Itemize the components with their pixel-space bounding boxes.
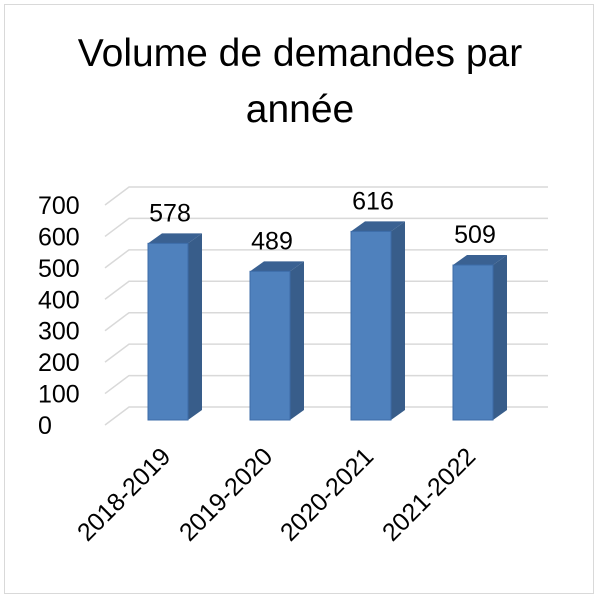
- bar-side: [493, 255, 507, 420]
- gridline: [104, 311, 548, 332]
- gridline: [104, 280, 548, 300]
- bar-top: [453, 255, 507, 266]
- data-label: 509: [454, 221, 496, 249]
- category-label: 2020-2021: [275, 442, 379, 546]
- bar: [452, 255, 507, 421]
- data-label: 578: [149, 199, 191, 227]
- y-tick-label: 700: [38, 192, 80, 220]
- bars: [147, 221, 507, 421]
- category-label: 2018-2019: [72, 442, 176, 546]
- bar-front: [249, 270, 291, 421]
- bar: [147, 233, 202, 421]
- bar-side: [391, 221, 405, 420]
- y-axis-ticks: 0 100 200 300 400 500 600 700: [38, 192, 80, 440]
- gridline: [104, 406, 548, 426]
- gridline: [104, 343, 548, 363]
- chart-title-line-1: Volume de demandes par: [77, 32, 523, 75]
- bar-top: [250, 261, 304, 272]
- bar-front: [350, 230, 392, 421]
- bar: [350, 221, 405, 421]
- category-label: 2019-2020: [174, 442, 278, 546]
- chart-frame: [4, 4, 594, 594]
- gridlines: [104, 186, 548, 426]
- gridline: [104, 374, 548, 395]
- y-tick-label: 400: [38, 286, 80, 314]
- data-labels: 578 489 616 509: [149, 187, 496, 255]
- data-label: 489: [251, 227, 293, 255]
- bar-top: [148, 233, 202, 244]
- y-tick-label: 500: [38, 255, 80, 283]
- bar-side: [290, 261, 304, 420]
- y-tick-label: 200: [38, 349, 80, 377]
- gridline: [104, 186, 548, 206]
- bar-side: [188, 233, 202, 420]
- gridline: [104, 217, 548, 238]
- bar: [249, 261, 304, 421]
- category-label: 2021-2022: [377, 442, 481, 546]
- y-tick-label: 300: [38, 318, 80, 346]
- bar-top: [351, 221, 405, 232]
- y-tick-label: 0: [38, 412, 52, 440]
- y-tick-label: 600: [38, 223, 80, 251]
- gridline: [104, 249, 548, 269]
- bar-front: [147, 242, 189, 421]
- y-tick-label: 100: [38, 381, 80, 409]
- data-label: 616: [352, 187, 394, 215]
- bar-front: [452, 264, 494, 421]
- chart-title-line-2: année: [245, 88, 355, 131]
